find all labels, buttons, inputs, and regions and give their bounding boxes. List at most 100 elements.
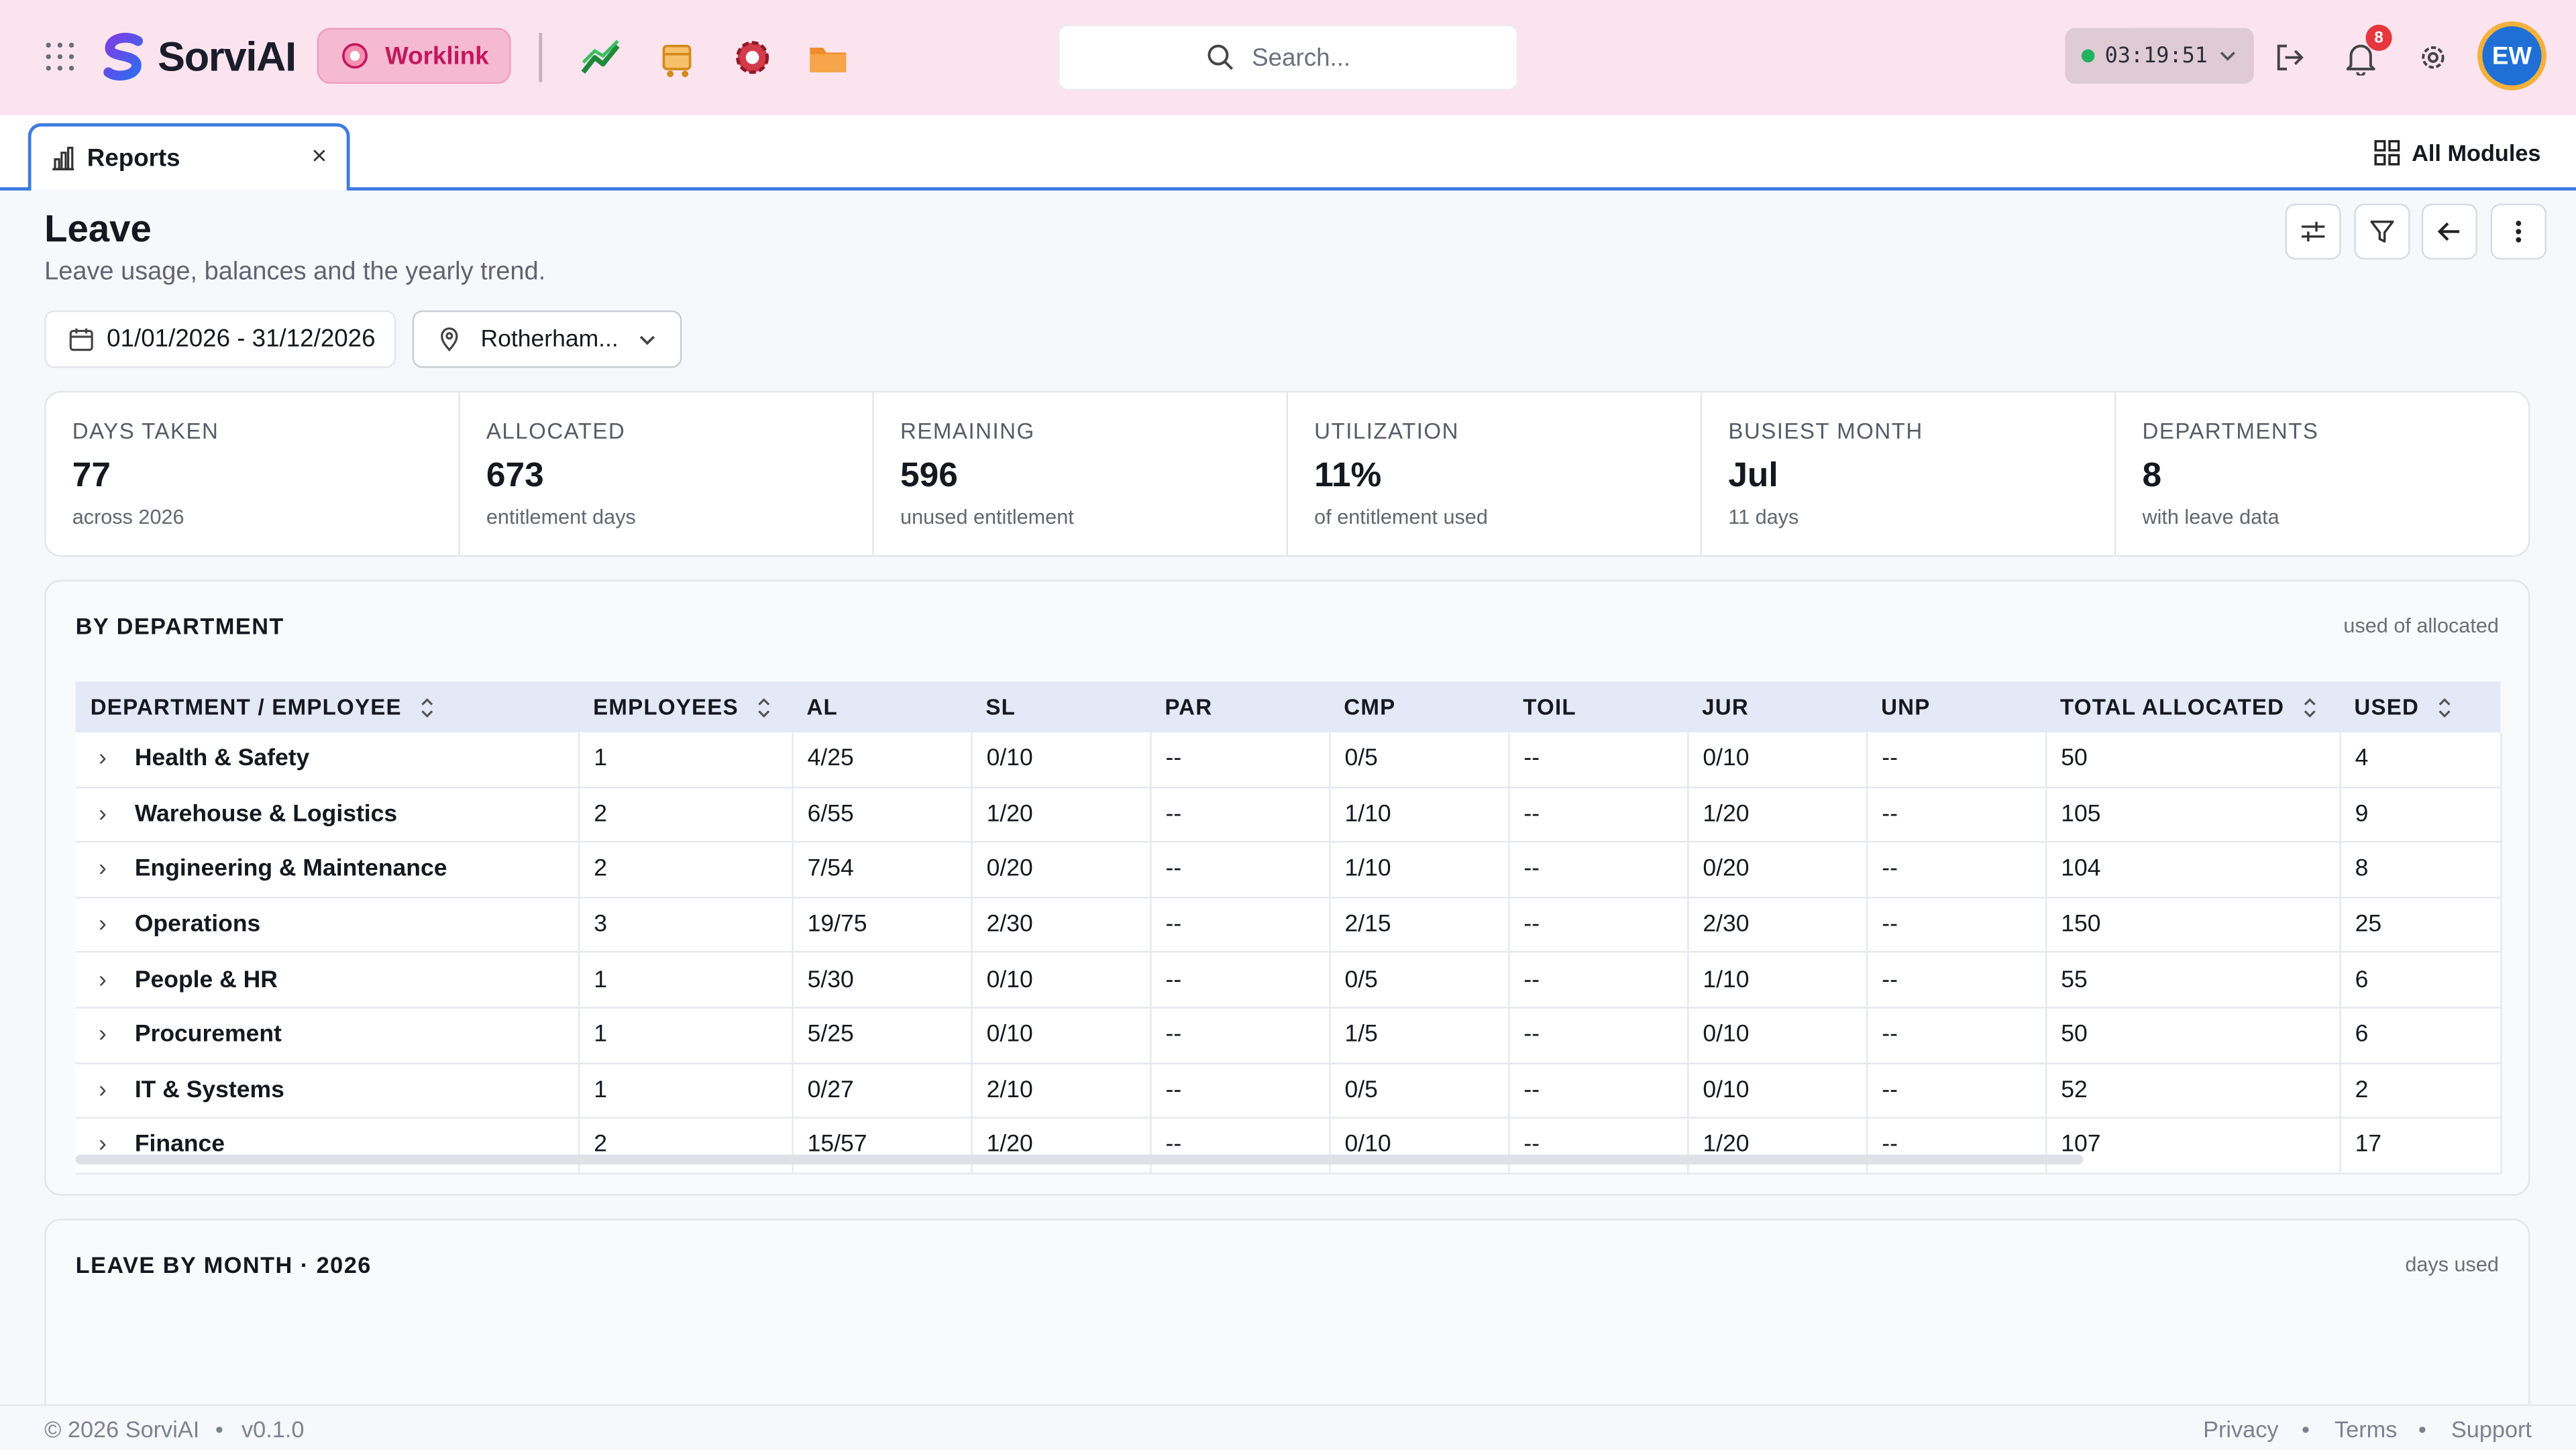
table-cell: 1/20 — [1687, 787, 1868, 843]
more-options-button[interactable] — [2490, 203, 2546, 260]
user-avatar[interactable]: EW — [2477, 21, 2546, 91]
tab-bar-underline — [0, 187, 2576, 191]
apps-grid-icon[interactable] — [46, 42, 76, 72]
table-cell: 1 — [578, 1062, 793, 1119]
column-header-used[interactable]: USED — [2339, 681, 2501, 733]
sort-icon — [421, 698, 433, 718]
gear-icon[interactable] — [2415, 40, 2451, 76]
chevron-right-icon[interactable]: › — [98, 1021, 107, 1049]
date-range-value: 01/01/2026 - 31/12/2026 — [107, 325, 376, 353]
table-cell: -- — [1150, 1117, 1330, 1174]
table-cell: 1 — [578, 1007, 793, 1064]
chevron-down-icon — [2220, 52, 2235, 61]
column-header-total-allocated[interactable]: TOTAL ALLOCATED — [2045, 681, 2340, 733]
department-name: Engineering & Maintenance — [134, 856, 447, 883]
table-cell: 0/10 — [971, 732, 1151, 788]
department-name: IT & Systems — [134, 1077, 284, 1104]
grid-icon — [2374, 140, 2400, 166]
table-cell: 1/5 — [1329, 1007, 1509, 1064]
footer-dot: • — [215, 1416, 223, 1443]
sort-icon — [2438, 698, 2450, 718]
table-cell: 2/15 — [1329, 897, 1509, 954]
footer-link-privacy[interactable]: Privacy — [2203, 1416, 2279, 1443]
table-cell: 0/10 — [1687, 732, 1868, 788]
date-range-picker[interactable]: 01/01/2026 - 31/12/2026 — [44, 310, 396, 368]
close-icon[interactable]: × — [311, 143, 327, 171]
table-cell: 55 — [2045, 952, 2341, 1009]
table-cell: 4 — [2339, 732, 2502, 788]
table-row[interactable]: › IT & Systems 1 0/27 2/10 -- 0/5 -- 0/10 -- 52 2 — [75, 1062, 2502, 1119]
chevron-right-icon[interactable]: › — [98, 911, 107, 938]
tab-reports[interactable]: Reports × — [28, 123, 350, 191]
column-header-employees[interactable]: EMPLOYEES — [578, 681, 792, 733]
footer-dot: • — [2418, 1416, 2426, 1443]
tab-bar — [0, 115, 2576, 191]
table-cell: 1/20 — [971, 1117, 1151, 1174]
folder-app-icon[interactable] — [806, 36, 849, 79]
brand-logo[interactable]: SorviAI — [99, 30, 297, 85]
table-cell: 0/10 — [1687, 1062, 1868, 1119]
notification-badge: 8 — [2365, 24, 2392, 51]
bell-icon[interactable] — [2343, 40, 2379, 76]
back-button[interactable] — [2421, 203, 2478, 260]
table-cell: 2 — [2339, 1062, 2502, 1119]
chevron-right-icon[interactable]: › — [98, 1077, 107, 1104]
footer-link-support[interactable]: Support — [2451, 1416, 2532, 1443]
column-header-department[interactable]: DEPARTMENT / EMPLOYEE — [75, 681, 579, 733]
analytics-app-icon[interactable] — [580, 36, 623, 79]
chevron-right-icon[interactable]: › — [98, 966, 107, 993]
table-cell: 6/55 — [792, 787, 972, 843]
time-tracker[interactable]: 03:19:51 — [2065, 27, 2255, 84]
table-cell: 50 — [2045, 1007, 2341, 1064]
all-modules-button[interactable]: All Modules — [2374, 136, 2541, 169]
table-cell: 5/25 — [792, 1007, 972, 1064]
table-cell: -- — [1508, 897, 1688, 954]
inventory-app-icon[interactable] — [655, 36, 698, 79]
card-note: used of allocated — [2343, 614, 2499, 638]
chevron-right-icon[interactable]: › — [98, 746, 107, 773]
table-cell: 105 — [2045, 787, 2341, 843]
table-cell: 2/10 — [971, 1062, 1151, 1119]
table-row[interactable]: › Warehouse & Logistics 2 6/55 1/20 -- 1/10 -- 1… — [75, 787, 2502, 843]
table-cell: 52 — [2045, 1062, 2341, 1119]
stat-caption: unused entitlement — [900, 506, 1074, 529]
table-row[interactable]: › People & HR 1 5/30 0/10 -- 0/5 -- 1/10 -- 55 6 — [75, 952, 2502, 1009]
avatar-initials: EW — [2482, 26, 2542, 86]
table-row[interactable]: › Operations 3 19/75 2/30 -- 2/15 -- 2/30 -- 150 25 — [75, 897, 2502, 954]
table-row[interactable]: › Finance 2 15/57 1/20 -- 0/10 -- 1/20 -- 107 17 — [75, 1117, 2502, 1174]
column-header-unp: UNP — [1866, 681, 2045, 733]
filter-button[interactable] — [2354, 203, 2410, 260]
department-cell: › Warehouse & Logistics — [75, 787, 580, 843]
table-cell: 107 — [2045, 1117, 2341, 1174]
chevron-right-icon[interactable]: › — [98, 801, 107, 828]
logout-icon[interactable] — [2272, 40, 2308, 76]
table-cell: 104 — [2045, 842, 2341, 899]
page-subtitle: Leave usage, balances and the yearly tre… — [44, 258, 546, 286]
location-select[interactable]: Rotherham... — [412, 310, 682, 368]
table-cell: 4/25 — [792, 732, 972, 788]
table-cell: -- — [1150, 842, 1330, 899]
adjust-button[interactable] — [2285, 203, 2341, 260]
table-row[interactable]: › Health & Safety 1 4/25 0/10 -- 0/5 -- 0/10 -- 50… — [75, 732, 2502, 788]
stat-departments: DEPARTMENTS 8 with leave data — [2116, 392, 2528, 555]
chevron-right-icon[interactable]: › — [98, 856, 107, 883]
horizontal-scrollbar[interactable] — [75, 1154, 2084, 1165]
all-modules-label: All Modules — [2412, 140, 2541, 166]
table-cell: 0/10 — [971, 952, 1151, 1009]
table-row[interactable]: › Engineering & Maintenance 2 7/54 0/20 -- 1/1… — [75, 842, 2502, 899]
table-row[interactable]: › Procurement 1 5/25 0/10 -- 1/5 -- 0/10 -- 50 6 — [75, 1007, 2502, 1064]
stat-label: UTILIZATION — [1314, 419, 1459, 444]
settings-app-icon[interactable] — [731, 36, 774, 79]
stat-utilization: UTILIZATION 11% of entitlement used — [1288, 392, 1703, 555]
department-cell: › People & HR — [75, 952, 580, 1009]
table-cell: -- — [1866, 1007, 2047, 1064]
chevron-right-icon[interactable]: › — [98, 1132, 107, 1159]
table-cell: 5/30 — [792, 952, 972, 1009]
footer-link-terms[interactable]: Terms — [2334, 1416, 2398, 1443]
workspace-button[interactable]: Worklink — [317, 27, 511, 84]
search-input[interactable] — [1248, 42, 1371, 73]
location-value: Rotherham... — [480, 326, 619, 353]
department-cell: › IT & Systems — [75, 1062, 580, 1119]
footer-dot: • — [2302, 1416, 2310, 1443]
search-box[interactable] — [1058, 24, 1518, 91]
